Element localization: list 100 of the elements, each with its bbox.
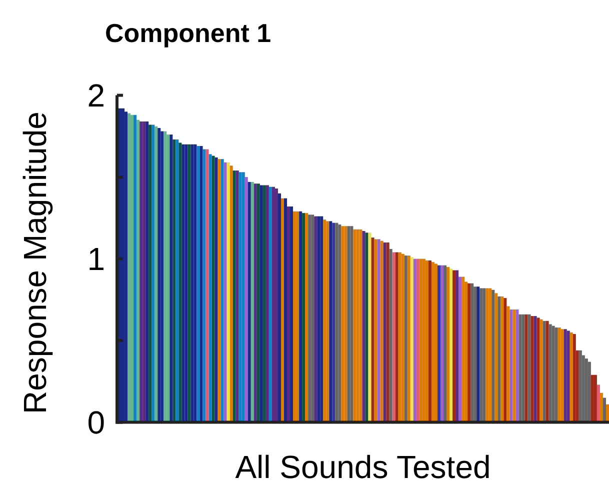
bar <box>404 256 408 422</box>
bar <box>272 186 275 422</box>
bar <box>248 182 251 422</box>
bar <box>534 316 537 422</box>
bar <box>214 157 218 422</box>
bar <box>540 319 543 422</box>
bar <box>428 260 432 422</box>
bar <box>480 288 483 422</box>
bar <box>410 257 414 422</box>
bar <box>158 128 161 422</box>
bar <box>305 213 308 422</box>
bar <box>419 258 422 422</box>
bar <box>552 326 555 422</box>
bar <box>416 258 420 422</box>
bar <box>293 211 296 422</box>
bar <box>202 149 206 422</box>
bar <box>512 309 516 422</box>
bar <box>389 248 392 422</box>
bar <box>226 162 230 422</box>
bar <box>413 258 416 422</box>
bar <box>443 265 447 422</box>
bar <box>365 232 368 422</box>
bar <box>368 232 372 422</box>
bar <box>232 170 236 422</box>
bar <box>606 404 609 422</box>
bar <box>335 222 338 422</box>
bar <box>206 149 209 422</box>
bar <box>140 121 143 422</box>
bar <box>470 283 474 422</box>
bar <box>462 276 465 422</box>
bar <box>528 314 531 422</box>
bar <box>290 206 294 422</box>
bar <box>170 134 173 422</box>
bar <box>311 214 314 422</box>
bar <box>128 113 131 422</box>
bar <box>262 185 266 422</box>
bar <box>434 264 438 422</box>
bar <box>450 268 453 422</box>
bar <box>516 309 519 422</box>
bar <box>542 320 546 422</box>
bar <box>383 242 386 422</box>
bar <box>299 211 302 422</box>
bar <box>148 124 152 422</box>
bar <box>244 177 248 422</box>
bar <box>456 270 459 422</box>
bar <box>212 156 215 422</box>
bar <box>362 231 366 422</box>
bar <box>548 324 552 422</box>
bar <box>474 286 477 422</box>
bar <box>425 260 428 422</box>
bar <box>386 242 390 422</box>
bar <box>380 240 384 422</box>
bar <box>314 216 318 422</box>
bar <box>176 139 179 422</box>
bar <box>164 131 167 422</box>
bar <box>188 144 191 422</box>
bar <box>152 124 155 422</box>
bar <box>500 296 504 422</box>
bar <box>256 184 260 422</box>
bar <box>266 185 269 422</box>
bar <box>594 374 597 422</box>
bar <box>578 350 582 422</box>
bar <box>590 374 594 422</box>
x-axis-title: All Sounds Tested <box>235 449 491 485</box>
bar <box>302 213 306 422</box>
bar <box>486 288 489 422</box>
bar <box>558 327 561 422</box>
bar <box>326 221 330 422</box>
bar <box>401 254 404 422</box>
bar <box>488 288 492 422</box>
bar <box>392 252 396 422</box>
bar <box>242 172 245 422</box>
bar <box>602 398 606 422</box>
bar <box>190 144 194 422</box>
bar <box>398 252 402 422</box>
bar <box>492 290 495 422</box>
bar <box>154 126 158 422</box>
bar <box>596 384 600 422</box>
bar <box>446 266 450 422</box>
bar <box>338 224 342 422</box>
bar <box>344 226 348 422</box>
bar <box>238 172 242 422</box>
bar <box>317 216 320 422</box>
bar <box>530 316 534 422</box>
bar <box>236 170 239 422</box>
bar <box>371 238 374 422</box>
bar <box>130 114 134 422</box>
bar <box>184 144 188 422</box>
bar <box>250 182 254 422</box>
bar <box>200 146 203 422</box>
bar <box>296 211 300 422</box>
bar <box>268 186 272 422</box>
bar <box>506 306 510 422</box>
bar <box>230 166 233 422</box>
bar <box>134 114 137 422</box>
bar <box>524 314 528 422</box>
bar <box>136 120 140 422</box>
bar <box>160 131 164 422</box>
bar <box>196 146 200 422</box>
y-axis-title: Response Magnitude <box>17 112 53 414</box>
